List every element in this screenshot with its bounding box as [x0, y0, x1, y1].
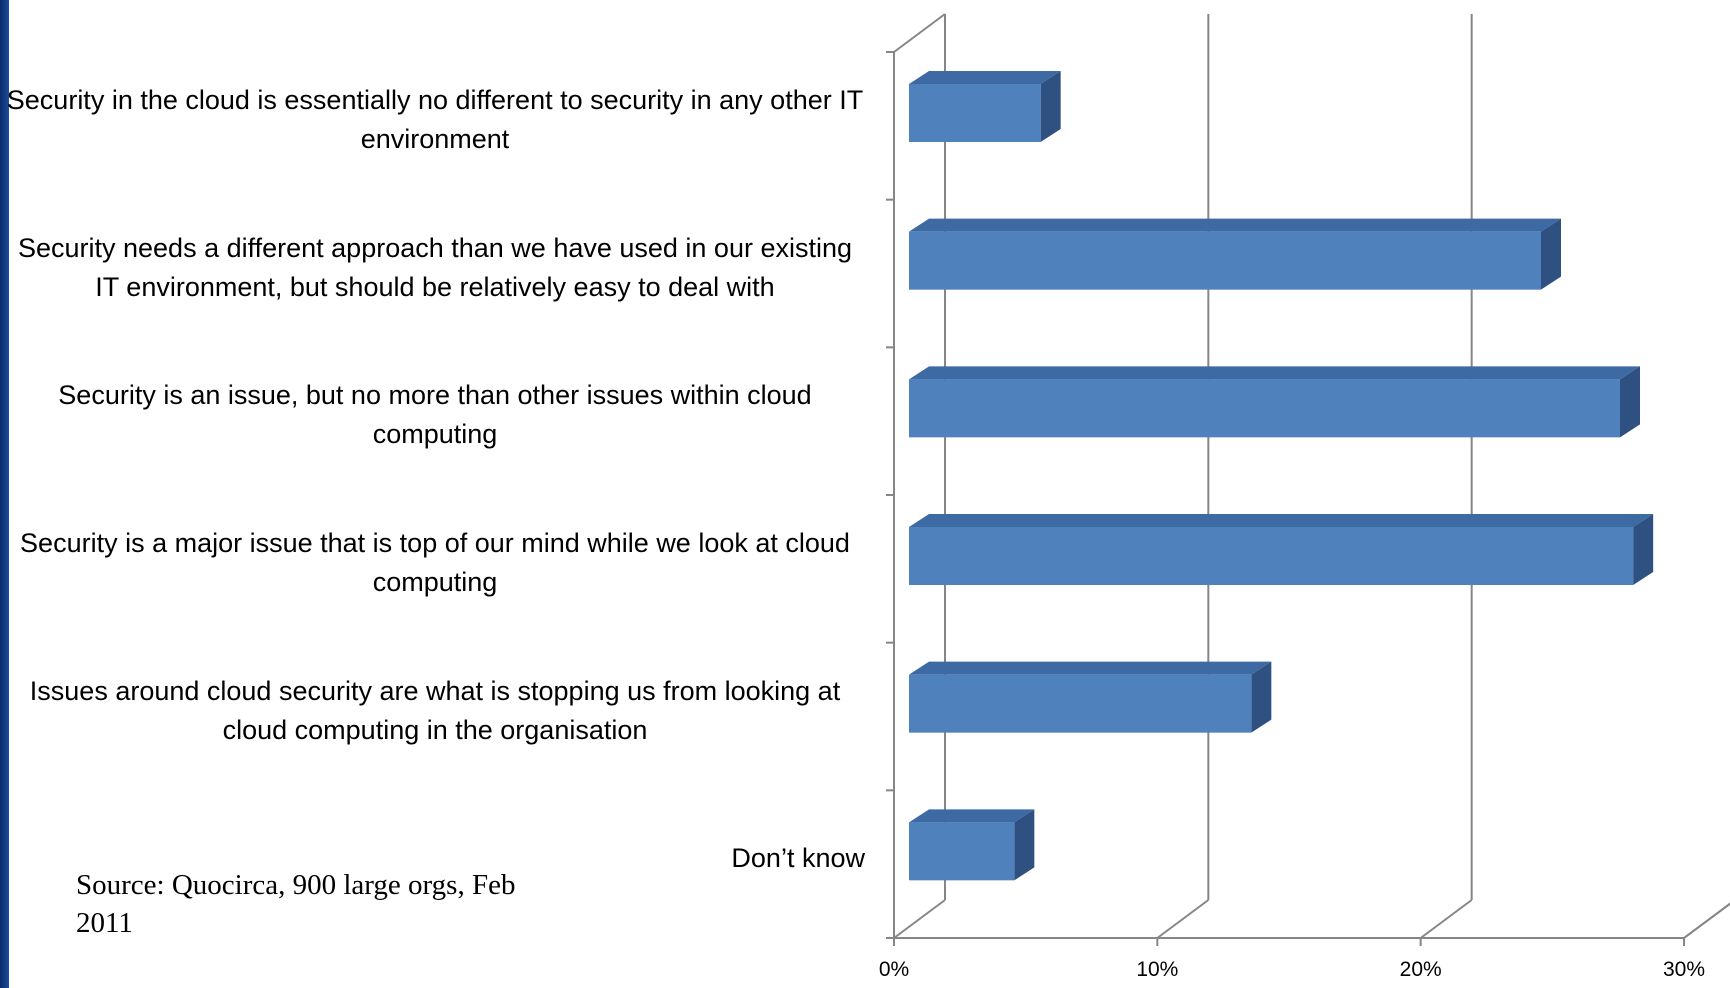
bar-top: [909, 514, 1654, 527]
category-label-box: Don’t know: [0, 798, 865, 918]
bar-side: [1014, 809, 1035, 881]
bar: [909, 218, 1561, 290]
category-label-box: Security is an issue, but no more than o…: [0, 355, 865, 475]
bar: [909, 661, 1272, 733]
floor-edge: [1683, 902, 1730, 939]
bar: [909, 809, 1035, 881]
bar-front: [909, 674, 1252, 733]
y-axis-top: [893, 13, 946, 53]
y-tick-label: Issues around cloud security are what is…: [29, 675, 841, 745]
floor-grid-line: [1420, 899, 1473, 939]
category-label-box: Security needs a different approach than…: [0, 208, 865, 328]
bar-front: [909, 527, 1634, 585]
x-tick-label: 0%: [879, 958, 909, 981]
bar: [909, 514, 1654, 585]
bar-top: [909, 809, 1035, 823]
x-tick-label: 30%: [1663, 958, 1705, 981]
bar-front: [909, 231, 1541, 290]
floor-grid-line: [1156, 899, 1209, 939]
bar-side: [1633, 514, 1654, 585]
bar-front: [909, 379, 1620, 438]
bar-top: [909, 366, 1640, 380]
bar-side: [1541, 218, 1561, 290]
category-label-box: Security in the cloud is essentially no …: [0, 60, 865, 180]
bar-top: [909, 661, 1272, 675]
x-tick-label: 10%: [1136, 958, 1178, 981]
y-tick-label: Security in the cloud is essentially no …: [6, 84, 864, 154]
bar-side: [1251, 661, 1272, 733]
bar: [909, 71, 1061, 142]
y-tick-label: Security is an issue, but no more than o…: [58, 380, 812, 450]
y-tick-label: Security is a major issue that is top of…: [20, 527, 850, 597]
y-tick-label: Security needs a different approach than…: [17, 232, 853, 302]
side-strip: [0, 0, 9, 988]
category-label-box: Security is a major issue that is top of…: [0, 503, 865, 623]
bar-side: [1040, 71, 1061, 142]
bar: [909, 366, 1640, 438]
bar-top: [909, 71, 1061, 84]
bar-front: [909, 84, 1041, 142]
x-tick-label: 20%: [1400, 958, 1442, 981]
bar-front: [909, 822, 1015, 881]
floor-grid-line: [893, 899, 946, 939]
y-tick-label: Don’t know: [731, 842, 865, 873]
category-label-box: Issues around cloud security are what is…: [0, 651, 865, 771]
bar-side: [1620, 366, 1640, 438]
bar-top: [909, 218, 1561, 232]
source-note: Source: Quocirca, 900 large orgs, Feb 20…: [76, 869, 516, 939]
